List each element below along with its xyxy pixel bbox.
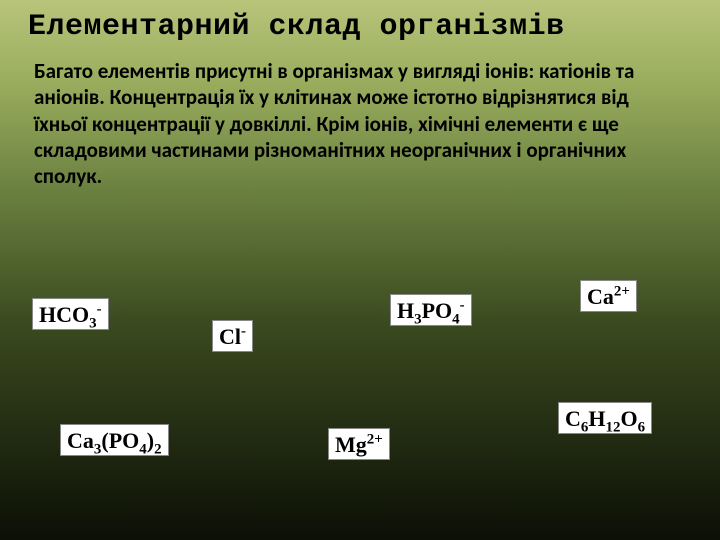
formula-ca3po42: Ca3(PO4)2 [60,424,169,456]
slide-title: Елементарний склад організмів [28,10,692,44]
formula-h3po4: H3PO4- [390,294,472,326]
formula-ca2: Ca2+ [580,280,637,312]
formula-mg2: Mg2+ [328,428,390,460]
slide-body: Багато елементів присутні в організмах у… [28,58,692,189]
slide: Елементарний склад організмів Багато еле… [0,0,720,540]
formula-c6h12o6: C6H12O6 [558,402,652,434]
formula-area [28,229,692,429]
formula-hco3: HCO3- [32,298,109,330]
formula-cl: Cl- [212,320,253,352]
